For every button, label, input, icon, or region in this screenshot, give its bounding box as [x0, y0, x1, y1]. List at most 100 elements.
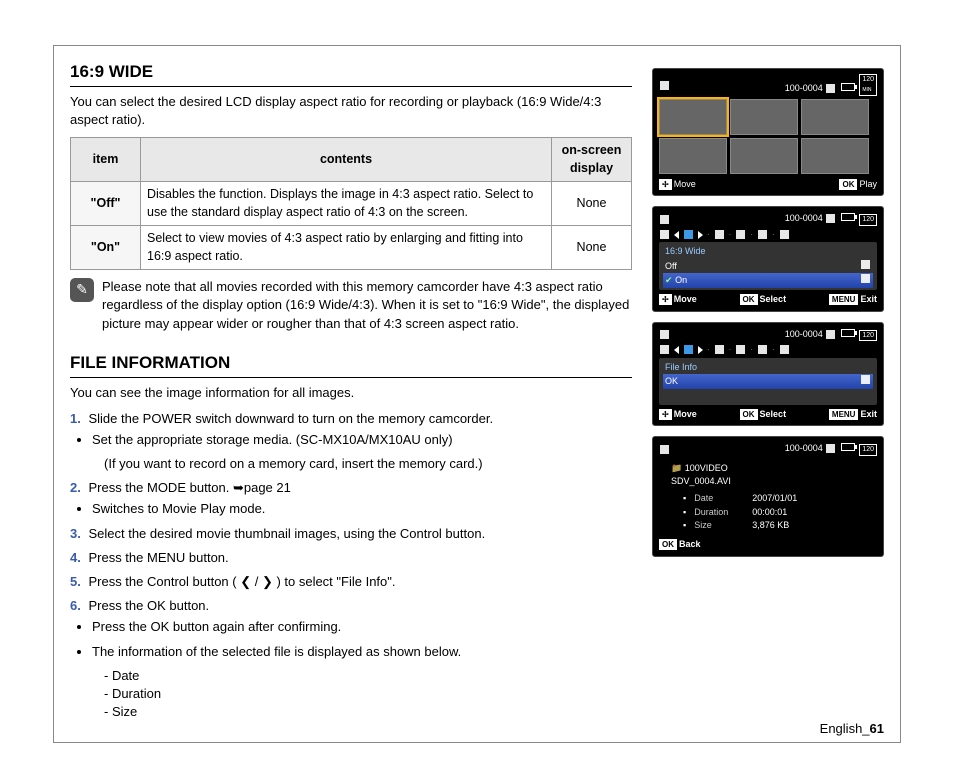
card-icon	[826, 214, 835, 223]
menu-icon	[736, 345, 745, 354]
step1-sub1: Set the appropriate storage media. (SC-M…	[92, 431, 632, 449]
intro-169wide: You can select the desired LCD display a…	[70, 93, 632, 129]
step6-sub2: The information of the selected file is …	[92, 643, 632, 661]
card-icon	[826, 444, 835, 453]
min-box: 120MIN	[859, 74, 877, 96]
thumb-6[interactable]	[801, 138, 869, 174]
note-text: Please note that all movies recorded wit…	[102, 278, 632, 333]
settings-table: item contents on-screen display "Off" Di…	[70, 137, 632, 270]
step-3: 3. Select the desired movie thumbnail im…	[70, 525, 632, 543]
camera-screen-thumbs: 100-0004 120MIN ✢Move OKPlay	[652, 68, 884, 196]
info-date: ▪Date2007/01/01	[671, 492, 873, 505]
folder-label: 100-0004	[785, 83, 823, 93]
ok-icon: OK	[839, 179, 857, 190]
thumb-4[interactable]	[659, 138, 727, 174]
menu-bar: · · · ·	[659, 229, 877, 240]
menu-list: 16:9 Wide Off ✔ On	[659, 242, 877, 290]
battery-icon	[841, 443, 855, 451]
ratio-icon	[660, 345, 669, 354]
thumb-1[interactable]	[659, 99, 727, 135]
cell-item-off: "Off"	[71, 182, 141, 226]
heading-fileinfo: FILE INFORMATION	[70, 351, 632, 378]
menu-icon	[715, 345, 724, 354]
thumb-grid	[659, 99, 877, 174]
th-contents: contents	[141, 138, 552, 182]
battery-icon	[841, 83, 855, 91]
menu-item-off[interactable]: Off	[663, 259, 873, 274]
step6-sub1: Press the OK button again after confirmi…	[92, 618, 632, 636]
step-2: 2. Press the MODE button. ➥page 21 Switc…	[70, 479, 632, 518]
cell-osd-on: None	[552, 226, 632, 270]
menu-item-on[interactable]: ✔ On	[663, 273, 873, 288]
menu-bar: · · · ·	[659, 344, 877, 355]
intro-fileinfo: You can see the image information for al…	[70, 384, 632, 402]
table-row: "On" Select to view movies of 4:3 aspect…	[71, 226, 632, 270]
table-row: "Off" Disables the function. Displays th…	[71, 182, 632, 226]
info-icon	[684, 345, 693, 354]
camera-screen-169menu: 100-0004 120 · · · · 16:9 Wide Off	[652, 206, 884, 311]
battery-icon	[841, 213, 855, 221]
thumb-5[interactable]	[730, 138, 798, 174]
play-label: Play	[859, 179, 877, 189]
menu-icon	[780, 230, 789, 239]
left-column: 16:9 WIDE You can select the desired LCD…	[70, 60, 632, 731]
step-6: 6. Press the OK button. Press the OK but…	[70, 597, 632, 721]
step6-dash1: - Date	[104, 667, 632, 685]
step2-sub1: Switches to Movie Play mode.	[92, 500, 632, 518]
chevron-left-icon[interactable]	[674, 231, 679, 239]
step6-dash2: - Duration	[104, 685, 632, 703]
info-duration: ▪Duration00:00:01	[671, 506, 873, 519]
steps-list: 1. Slide the POWER switch downward to tu…	[70, 410, 632, 722]
menu-list: File Info OK	[659, 358, 877, 405]
menu-title: 16:9 Wide	[663, 244, 873, 259]
note-box: ✎ Please note that all movies recorded w…	[70, 278, 632, 333]
movie-icon	[660, 215, 669, 224]
ratio-icon	[861, 274, 870, 283]
move-label: Move	[674, 179, 696, 189]
folder-path: 📁 100VIDEO	[671, 462, 873, 475]
menu-title: File Info	[663, 360, 873, 375]
movie-icon	[660, 81, 669, 90]
camera-screen-filedetail: 100-0004 120 📁 100VIDEO SDV_0004.AVI ▪Da…	[652, 436, 884, 556]
cam-icon	[660, 230, 669, 239]
cell-contents-on: Select to view movies of 4:3 aspect rati…	[141, 226, 552, 270]
file-name: SDV_0004.AVI	[671, 475, 873, 488]
movie-icon	[660, 330, 669, 339]
menu-item-ok[interactable]: OK	[663, 374, 873, 389]
step-5: 5. Press the Control button ( ❮ / ❯ ) to…	[70, 573, 632, 591]
thumb-3[interactable]	[801, 99, 869, 135]
menu-icon	[715, 230, 724, 239]
right-column: 100-0004 120MIN ✢Move OKPlay	[652, 60, 884, 731]
info-size: ▪Size3,876 KB	[671, 519, 873, 532]
th-osd: on-screen display	[552, 138, 632, 182]
camera-screen-fileinfo-menu: 100-0004 120 · · · · File Info OK	[652, 322, 884, 427]
chevron-right-icon[interactable]	[698, 346, 703, 354]
trash-icon	[758, 345, 767, 354]
min-box: 120	[859, 330, 877, 342]
menu-icon	[736, 230, 745, 239]
info-icon	[861, 375, 870, 384]
menu-icon	[758, 230, 767, 239]
heading-169wide: 16:9 WIDE	[70, 60, 632, 87]
dpad-icon: ✢	[659, 179, 672, 190]
step1-sub2: (If you want to record on a memory card,…	[104, 455, 632, 473]
th-item: item	[71, 138, 141, 182]
note-icon: ✎	[70, 278, 94, 302]
battery-icon	[841, 329, 855, 337]
chevron-right-icon[interactable]	[698, 231, 703, 239]
cell-contents-off: Disables the function. Displays the imag…	[141, 182, 552, 226]
chevron-left-icon[interactable]	[674, 346, 679, 354]
ratio-icon	[861, 260, 870, 269]
ratio-icon	[684, 230, 693, 239]
min-box: 120	[859, 214, 877, 226]
lock-icon	[780, 345, 789, 354]
card-icon	[826, 330, 835, 339]
thumb-2[interactable]	[730, 99, 798, 135]
step-1: 1. Slide the POWER switch downward to tu…	[70, 410, 632, 474]
card-icon	[826, 84, 835, 93]
movie-icon	[660, 445, 669, 454]
step-4: 4. Press the MENU button.	[70, 549, 632, 567]
min-box: 120	[859, 444, 877, 456]
cell-osd-off: None	[552, 182, 632, 226]
back-label: Back	[679, 539, 701, 549]
